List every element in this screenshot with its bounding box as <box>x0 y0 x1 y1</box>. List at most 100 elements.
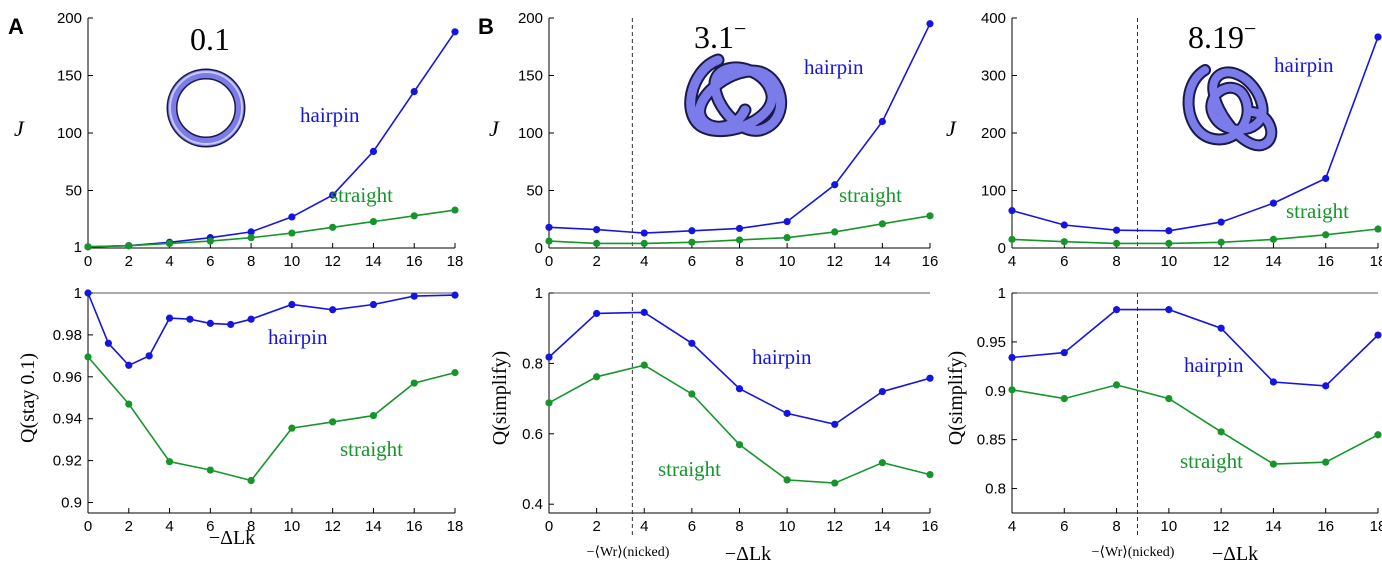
data-point-straight <box>1060 395 1068 403</box>
x-tick-label: 8 <box>1112 253 1120 270</box>
data-point-straight <box>688 390 696 398</box>
x-tick-label: 2 <box>125 253 133 270</box>
trefoil-knot-icon <box>684 53 788 138</box>
x-tick-label: 0 <box>84 518 92 535</box>
ylabel-b1-top: J <box>489 116 500 141</box>
x-tick-label: 4 <box>640 518 648 535</box>
series-label-straight-a-top: straight <box>330 183 393 207</box>
x-tick-label: 6 <box>1060 253 1068 270</box>
data-point-hairpin <box>1217 324 1225 332</box>
x-tick-label: 18 <box>1370 518 1382 535</box>
y-tick-label: 1 <box>74 285 82 302</box>
data-point-hairpin <box>593 226 601 234</box>
y-tick-label: 100 <box>981 183 1006 200</box>
series-line-hairpin <box>1011 308 1379 387</box>
series-line-straight <box>87 209 456 248</box>
y-tick-label: 0.85 <box>977 432 1006 449</box>
x-tick-label: 12 <box>1213 518 1230 535</box>
knot-label-trefoil-sup: − <box>734 16 746 41</box>
data-point-straight <box>688 238 696 246</box>
data-point-straight <box>1269 460 1278 468</box>
x-tick-label: 12 <box>826 518 843 535</box>
x-tick-label: 6 <box>688 253 696 270</box>
y-tick-label: 0.9 <box>61 495 82 512</box>
y-tick-label: 0.9 <box>985 383 1006 400</box>
data-point-hairpin <box>145 352 153 360</box>
data-point-hairpin <box>1165 227 1173 235</box>
x-tick-label: 0 <box>84 253 92 270</box>
series-label-hairpin-a-bottom: hairpin <box>268 325 328 349</box>
data-point-straight <box>1112 381 1121 389</box>
x-tick-label: 18 <box>447 253 464 270</box>
y-tick-label: 0.98 <box>53 327 82 344</box>
y-tick-label: 1 <box>74 239 82 256</box>
data-point-straight <box>783 234 791 242</box>
knot-label-trefoil: 3.1− <box>694 16 746 55</box>
x-tick-label: 10 <box>1161 253 1178 270</box>
y-tick-label: 0.6 <box>522 426 543 443</box>
panel-letter-a: A <box>8 14 24 39</box>
data-point-hairpin <box>369 300 378 309</box>
data-point-hairpin <box>247 228 255 236</box>
data-point-straight <box>1165 395 1173 403</box>
plot-b1-top: 0 2 4 6 8 10 12 14 16 0 50 100 150 200 <box>518 10 938 270</box>
data-point-straight <box>831 228 839 236</box>
data-point-hairpin <box>410 88 418 96</box>
y-tick-label: 200 <box>57 10 82 27</box>
x-tick-label: 12 <box>826 253 843 270</box>
knot-label-8-19-text: 8.19 <box>1188 19 1244 55</box>
data-point-hairpin <box>1374 331 1382 339</box>
x-tick-label: 12 <box>1213 253 1230 270</box>
data-point-straight <box>878 220 886 228</box>
x-tick-label: 10 <box>1161 518 1178 535</box>
y-tick-label: 0 <box>535 240 543 257</box>
xlabel-b2: −ΔLk <box>1212 543 1258 564</box>
knot-label-unknot: 0.1 <box>190 21 230 57</box>
x-tick-label: 14 <box>874 518 891 535</box>
y-tick-label: 0.92 <box>53 453 82 470</box>
data-point-hairpin <box>1217 218 1225 226</box>
ylabel-b2-bottom: Q(simplify) <box>945 351 967 445</box>
data-point-hairpin <box>878 117 886 126</box>
y-tick-label: 0.8 <box>522 355 543 372</box>
series-line-hairpin <box>87 292 456 367</box>
x-tick-label: 4 <box>1008 253 1016 270</box>
data-point-hairpin <box>247 315 255 323</box>
data-point-straight <box>165 458 174 466</box>
data-point-hairpin <box>1008 207 1016 215</box>
x-tick-label: 14 <box>874 253 891 270</box>
series-line-hairpin <box>87 31 456 248</box>
x-tick-label: 16 <box>922 253 939 270</box>
x-tick-label: 18 <box>1370 253 1382 270</box>
data-point-straight <box>1008 235 1016 243</box>
ylabel-a-top: J <box>14 116 25 141</box>
data-point-straight <box>329 418 337 426</box>
data-point-hairpin <box>1060 349 1068 357</box>
data-point-straight <box>247 476 255 485</box>
x-tick-label: 8 <box>735 253 743 270</box>
data-point-hairpin <box>1269 199 1278 207</box>
data-point-straight <box>878 459 886 467</box>
series-label-hairpin-a-top: hairpin <box>300 103 360 127</box>
series-line-hairpin <box>1011 36 1379 232</box>
knot-8-19-icon <box>1182 64 1278 152</box>
data-point-straight <box>1112 239 1121 247</box>
series-label-hairpin-b1-bottom: hairpin <box>752 345 812 369</box>
series-line-straight <box>1011 384 1379 465</box>
x-tick-label: 14 <box>365 518 382 535</box>
y-tick-label: 50 <box>65 183 82 200</box>
x-tick-label: 6 <box>206 518 214 535</box>
data-point-straight <box>84 243 92 251</box>
data-point-hairpin <box>329 306 337 314</box>
y-tick-label: 100 <box>518 125 543 142</box>
data-point-straight <box>783 476 791 484</box>
data-point-hairpin <box>369 147 378 155</box>
data-point-straight <box>369 217 378 226</box>
data-point-hairpin <box>1112 306 1121 314</box>
x-tick-label: 2 <box>125 518 133 535</box>
data-point-hairpin <box>735 385 744 393</box>
data-point-hairpin <box>1322 174 1330 183</box>
data-point-straight <box>1060 238 1068 246</box>
x-tick-label: 4 <box>1008 518 1016 535</box>
